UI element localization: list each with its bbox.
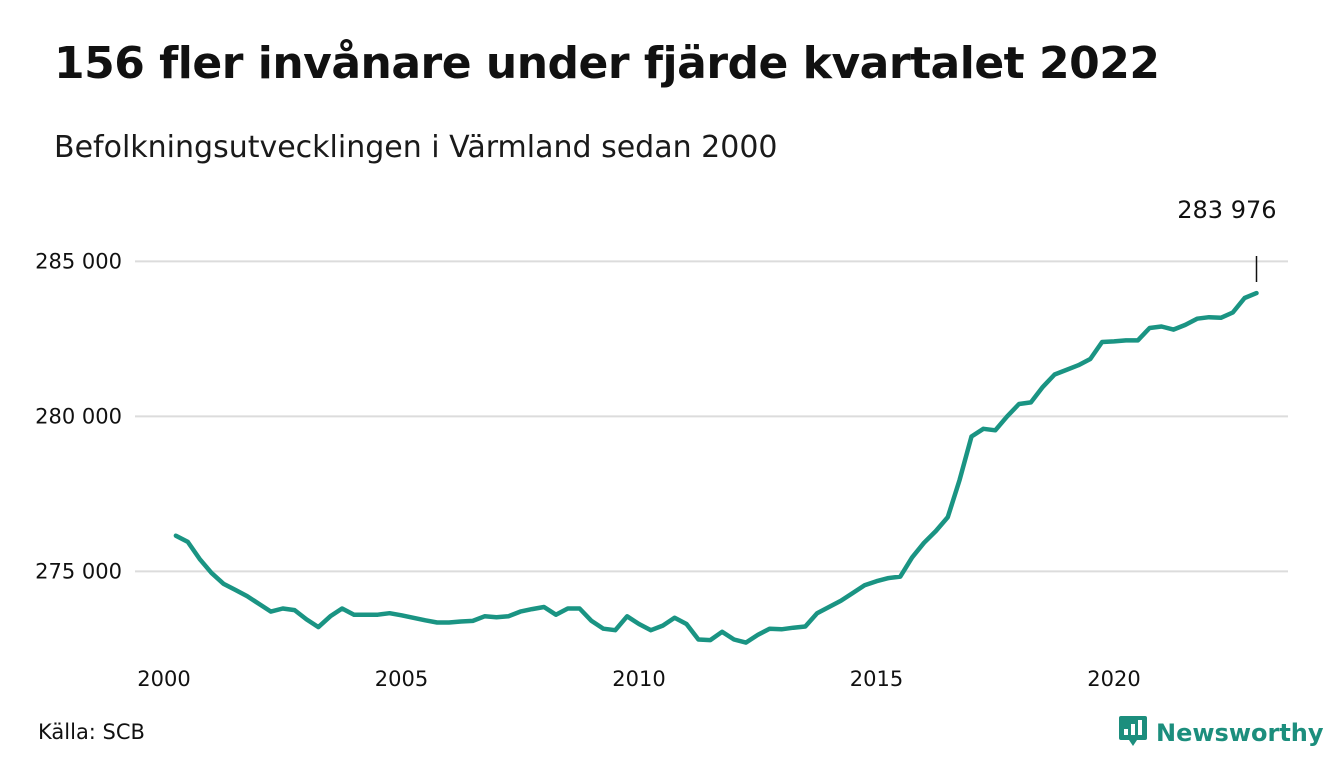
- newsworthy-logo: Newsworthy: [1118, 714, 1324, 752]
- brand-name: Newsworthy: [1156, 719, 1324, 747]
- x-tick-label: 2015: [850, 667, 903, 691]
- x-tick-label: 2005: [375, 667, 428, 691]
- chart-subtitle: Befolkningsutvecklingen i Värmland sedan…: [54, 130, 778, 165]
- source-note: Källa: SCB: [38, 720, 145, 744]
- y-tick-label: 280 000: [35, 404, 122, 428]
- x-tick-label: 2000: [137, 667, 190, 691]
- x-tick-label: 2020: [1087, 667, 1140, 691]
- last-value-annotation: 283 976: [1177, 196, 1277, 282]
- y-axis-tick-labels: 275 000 280 000 285 000: [35, 249, 122, 583]
- gridlines: [135, 260, 1288, 573]
- chart-title: 156 fler invånare under fjärde kvartalet…: [54, 38, 1160, 89]
- last-value-label: 283 976: [1177, 196, 1276, 224]
- x-axis-tick-labels: 2000 2005 2010 2015 2020: [137, 667, 1140, 691]
- series-line: [173, 290, 1259, 645]
- chart-bubble-icon: [1118, 714, 1148, 752]
- series-lines: [173, 290, 1259, 645]
- y-tick-label: 275 000: [35, 559, 122, 583]
- y-tick-label: 285 000: [35, 249, 122, 273]
- x-tick-label: 2010: [612, 667, 665, 691]
